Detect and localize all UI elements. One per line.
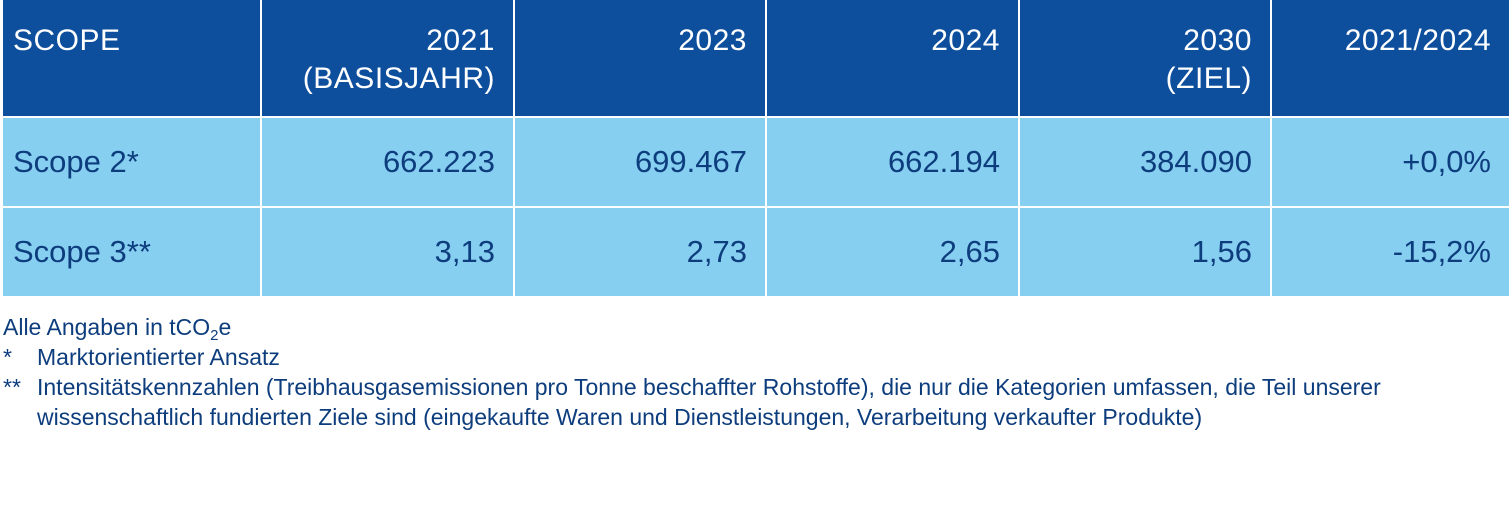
row-change: +0,0% <box>1402 144 1491 179</box>
header-2030: 2030 (ZIEL) <box>1020 0 1272 116</box>
row-value-2024: 2,65 <box>767 208 1020 296</box>
row-value-2023: 2,73 <box>515 208 767 296</box>
row-value-2030: 1,56 <box>1020 208 1272 296</box>
header-scope-label: SCOPE <box>13 24 121 57</box>
unit-note-text: Alle Angaben in tCO2e <box>3 312 232 344</box>
footnote-2: ** Intensitätskennzahlen (Treibhausgasem… <box>3 372 1503 432</box>
unit-prefix: Alle Angaben in tCO <box>3 314 211 340</box>
header-2021-note: (BASISJAHR) <box>302 62 495 95</box>
header-change: 2021/2024 <box>1272 0 1509 116</box>
row-value-2021: 662.223 <box>262 118 515 206</box>
table-row: Scope 2* 662.223 699.467 662.194 384.090… <box>3 116 1509 206</box>
header-2021: 2021 (BASISJAHR) <box>262 0 515 116</box>
row-scope: Scope 2* <box>3 118 262 206</box>
header-scope: SCOPE <box>3 0 262 116</box>
emissions-table: SCOPE 2021 (BASISJAHR) 2023 2024 2030 (Z… <box>3 0 1509 296</box>
row-value-2030: 384.090 <box>1020 118 1272 206</box>
footnote-1-text: Marktorientierter Ansatz <box>37 344 280 370</box>
header-2023: 2023 <box>515 0 767 116</box>
footnote-2-mark: ** <box>3 374 21 400</box>
header-2023-year: 2023 <box>678 24 747 57</box>
header-2030-year: 2030 <box>1183 24 1252 57</box>
unit-subscript: 2 <box>210 327 219 344</box>
table-header-row: SCOPE 2021 (BASISJAHR) 2023 2024 2030 (Z… <box>3 0 1509 116</box>
row-scope: Scope 3** <box>3 208 262 296</box>
row-value-2021: 3,13 <box>262 208 515 296</box>
footnote-1-mark: * <box>3 344 12 370</box>
table-row: Scope 3** 3,13 2,73 2,65 1,56 -15,2% <box>3 206 1509 296</box>
row-value-2023: 699.467 <box>515 118 767 206</box>
footnote-2-text: Intensitätskennzahlen (Treibhausgasemiss… <box>37 374 1381 430</box>
header-2030-note: (ZIEL) <box>1165 62 1252 95</box>
footnote-1: * Marktorientierter Ansatz <box>3 342 1503 372</box>
unit-suffix: e <box>218 314 232 340</box>
header-change-label: 2021/2024 <box>1344 24 1491 57</box>
header-2024-year: 2024 <box>931 24 1000 57</box>
table-footnotes: Alle Angaben in tCO2e * Marktorientierte… <box>3 312 1503 432</box>
row-change: -15,2% <box>1392 234 1491 269</box>
row-value-2024: 662.194 <box>767 118 1020 206</box>
unit-note: Alle Angaben in tCO2e <box>3 312 1503 344</box>
header-2024: 2024 <box>767 0 1020 116</box>
header-2021-year: 2021 <box>426 24 495 57</box>
